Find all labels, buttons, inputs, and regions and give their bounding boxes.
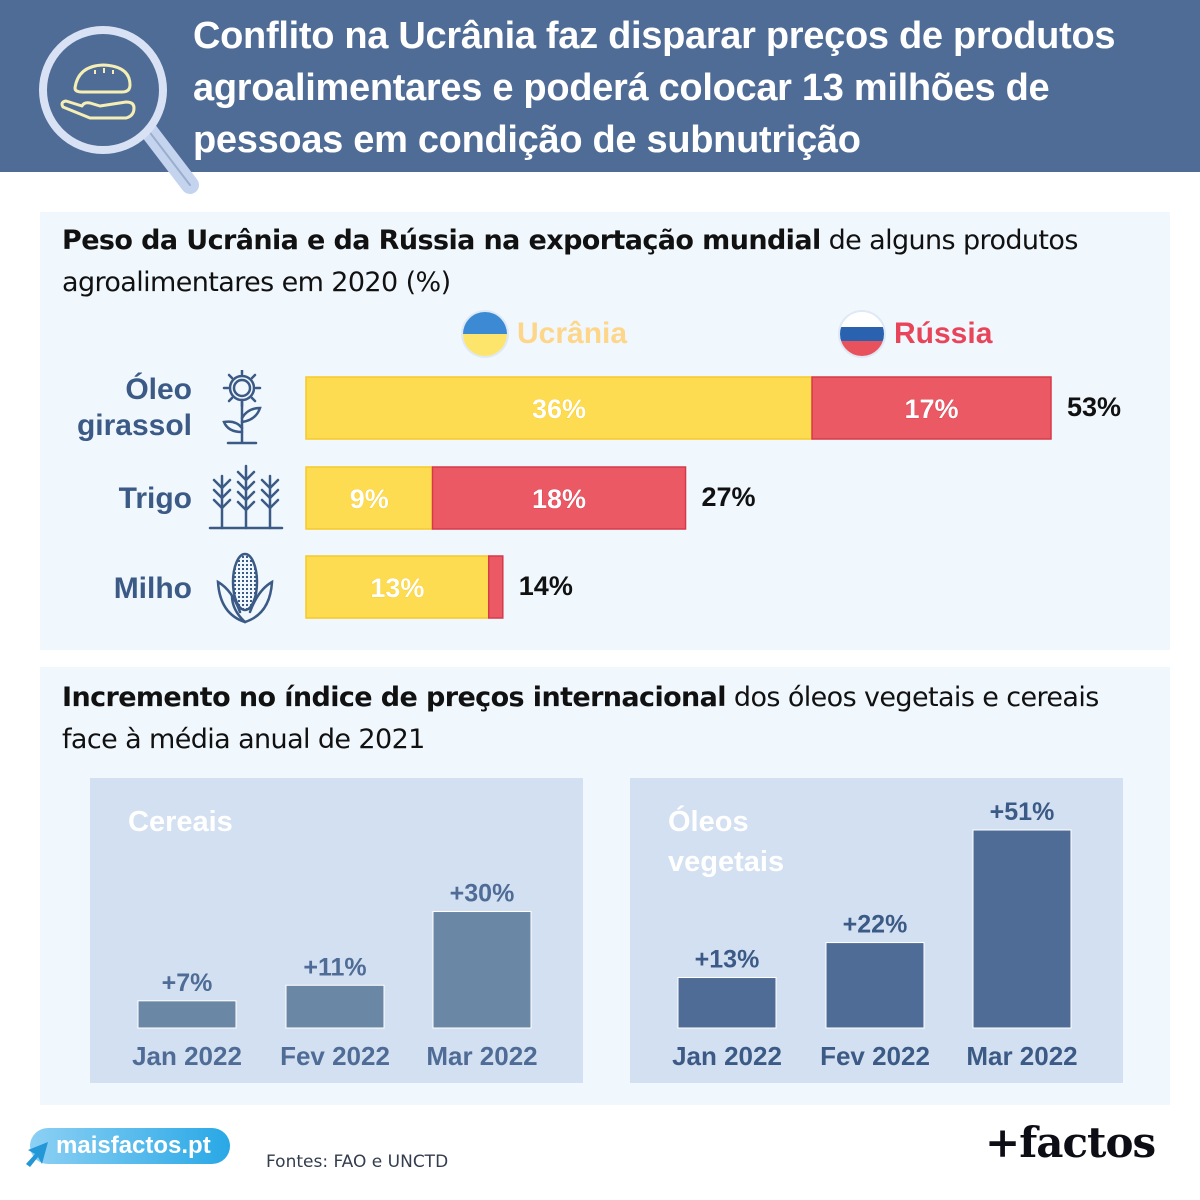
section-title-bold: Peso da Ucrânia e da Rússia na exportaçã… (62, 225, 821, 256)
bar-ucrânia-2 (305, 555, 490, 619)
value-label-0: +7% (162, 969, 213, 997)
bar-rússia-0 (811, 376, 1052, 440)
bar-ucrânia-1 (305, 466, 434, 530)
bar-label-ucrânia-2: 13% (370, 573, 424, 603)
header-banner: Conflito na Ucrânia faz disparar preços … (0, 0, 1200, 172)
section-title-rest: de alguns produtos agroalimentares em 20… (62, 225, 1078, 298)
legend-ukraine: Ucrânia (463, 312, 627, 356)
oleos-chart-svg: +13% Jan 2022 +22% Fev 2022 +51% Mar 2022 (672, 798, 1078, 1071)
oleos-chart-title: Óleos vegetais (668, 802, 784, 882)
value-label-1: +22% (843, 911, 908, 939)
section-title-prices: Incremento no índice de preços internaci… (62, 677, 1142, 761)
category-label-0: Jan 2022 (672, 1041, 782, 1071)
category-label-1: Fev 2022 (280, 1041, 390, 1071)
corn-icon (216, 552, 274, 624)
category-label-2: Mar 2022 (966, 1041, 1077, 1071)
magnifier-bread-hand-icon (39, 26, 199, 194)
cereais-chart-svg: +7% Jan 2022 +11% Fev 2022 +30% Mar 2022 (132, 880, 538, 1071)
category-label-trigo: Trigo (118, 482, 192, 515)
bar-2 (972, 829, 1072, 1029)
cereais-chart-title: Cereais (128, 806, 233, 838)
value-label-2: +51% (990, 798, 1055, 826)
category-text: Óleo girassol (76, 373, 192, 442)
category-label-2: Mar 2022 (426, 1041, 537, 1071)
category-label-1: Fev 2022 (820, 1041, 930, 1071)
total-label-1: 27% (702, 482, 756, 512)
value-label-0: +13% (695, 946, 760, 974)
brand-logo: +factos (985, 1118, 1156, 1167)
bar-rússia-1 (431, 466, 687, 530)
value-label-2: +30% (450, 880, 515, 908)
bar-label-rússia-1: 18% (532, 484, 586, 514)
cursor-arrow-icon (26, 1142, 48, 1167)
bar-label-rússia-0: 17% (904, 394, 958, 424)
bar-0 (677, 977, 777, 1029)
value-label-1: +11% (303, 953, 366, 981)
bar-1 (285, 984, 385, 1029)
bar-rússia-2 (487, 555, 504, 619)
legend-russia: Rússia (840, 312, 992, 356)
oleos-title-line-2: vegetais (668, 846, 785, 878)
maisfactos-link[interactable]: maisfactos.pt (30, 1128, 230, 1164)
legend-russia-label: Rússia (894, 317, 993, 350)
category-label-milho: Milho (113, 572, 192, 605)
bar-ucrânia-0 (305, 376, 813, 440)
category-label-0: Jan 2022 (132, 1041, 242, 1071)
bar-2 (432, 911, 532, 1029)
section-title-bold: Incremento no índice de preços internaci… (62, 682, 727, 713)
sunflower-icon (222, 370, 262, 445)
sources-text: Fontes: FAO e UNCTD (266, 1152, 449, 1172)
oleos-chart: +13% Jan 2022 +22% Fev 2022 +51% Mar 2022 Óle… (630, 778, 1123, 1083)
section-title-export: Peso da Ucrânia e da Rússia na exportaçã… (62, 220, 1142, 304)
bar-0 (137, 1000, 237, 1029)
bar-label-ucrânia-1: 9% (350, 484, 389, 514)
legend-ukraine-label: Ucrânia (517, 317, 628, 350)
page-title: Conflito na Ucrânia faz disparar preços … (193, 15, 1116, 161)
total-label-0: 53% (1067, 392, 1121, 422)
wheat-icon (208, 464, 284, 530)
total-label-2: 14% (519, 571, 573, 601)
category-label-oleo-girassol: Óleo girassol (72, 372, 192, 444)
oleos-title-line-1: Óleos (668, 806, 749, 838)
bar-label-ucrânia-0: 36% (532, 394, 586, 424)
section-title-rest: dos óleos vegetais e cereais face à médi… (62, 682, 1099, 755)
ukraine-flag-icon (463, 312, 507, 356)
russia-flag-icon (840, 312, 884, 356)
bar-1 (825, 942, 925, 1029)
cereais-chart: +7% Jan 2022 +11% Fev 2022 +30% Mar 2022 Cere… (90, 778, 583, 1083)
